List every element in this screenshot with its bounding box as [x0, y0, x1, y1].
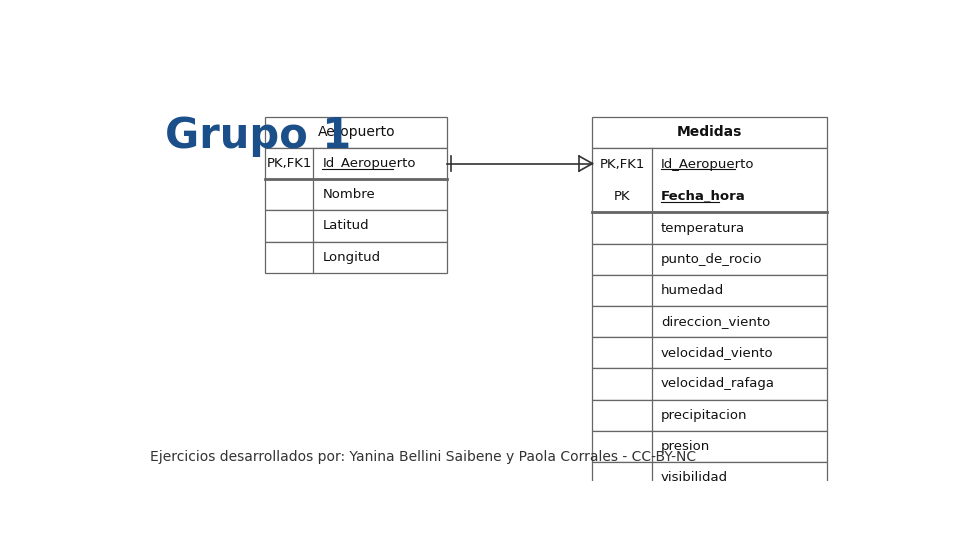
Bar — [592, 431, 827, 462]
Text: humedad: humedad — [660, 284, 724, 297]
Text: direccion_viento: direccion_viento — [660, 315, 770, 328]
Text: temperatura: temperatura — [660, 221, 745, 234]
Text: PK: PK — [613, 190, 631, 203]
Text: Longitud: Longitud — [323, 251, 380, 264]
Text: PK,FK1: PK,FK1 — [267, 157, 312, 170]
Bar — [592, 400, 827, 431]
Bar — [592, 368, 827, 400]
Bar — [265, 179, 447, 210]
Bar — [592, 462, 827, 493]
Bar — [592, 244, 827, 275]
Bar — [592, 117, 827, 148]
Text: Id_Aeropuerto: Id_Aeropuerto — [660, 158, 755, 171]
Bar — [592, 275, 827, 306]
Text: velocidad_viento: velocidad_viento — [660, 346, 774, 359]
Text: visibilidad: visibilidad — [660, 471, 728, 484]
Text: Latitud: Latitud — [323, 219, 369, 232]
Text: Id_Aeropuerto: Id_Aeropuerto — [323, 157, 416, 170]
Text: velocidad_rafaga: velocidad_rafaga — [660, 377, 775, 390]
Bar — [265, 210, 447, 241]
Text: Fecha_hora: Fecha_hora — [660, 190, 746, 203]
Text: Medidas: Medidas — [677, 125, 742, 139]
Text: Nombre: Nombre — [323, 188, 375, 201]
Bar — [592, 148, 827, 212]
Text: Aeropuerto: Aeropuerto — [318, 125, 395, 139]
Bar — [592, 212, 827, 244]
Text: PK,FK1: PK,FK1 — [599, 158, 645, 171]
Text: presion: presion — [660, 440, 710, 453]
Bar — [265, 241, 447, 273]
Bar — [592, 306, 827, 337]
Text: punto_de_rocio: punto_de_rocio — [660, 253, 762, 266]
Text: precipitacion: precipitacion — [660, 409, 748, 422]
Text: Ejercicios desarrollados por: Yanina Bellini Saibene y Paola Corrales - CC-BY-NC: Ejercicios desarrollados por: Yanina Bel… — [150, 450, 696, 464]
Text: Grupo 1: Grupo 1 — [165, 114, 351, 157]
Bar — [265, 148, 447, 179]
Bar — [592, 337, 827, 368]
Bar — [265, 117, 447, 148]
